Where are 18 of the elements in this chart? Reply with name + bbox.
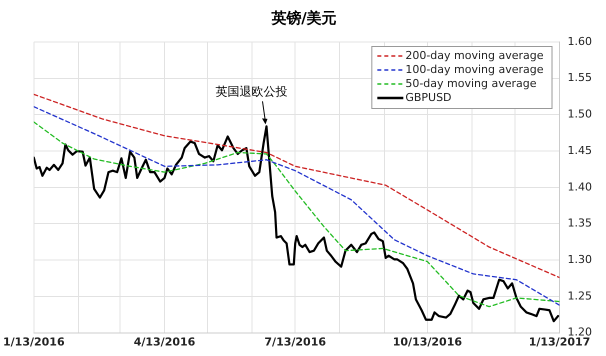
y-tick-label: 1.35 bbox=[568, 216, 592, 230]
y-tick-label: 1.50 bbox=[568, 108, 592, 121]
x-tick-label: 10/13/2016 bbox=[392, 335, 462, 348]
x-tick-label: 7/13/2016 bbox=[264, 335, 326, 348]
x-tick-label: 4/13/2016 bbox=[134, 335, 196, 348]
legend-label: 50-day moving average bbox=[405, 76, 537, 90]
legend-label: 100-day moving average bbox=[405, 62, 544, 76]
legend-label: 200-day moving average bbox=[405, 48, 544, 62]
chart-title: 英镑/美元 bbox=[270, 8, 337, 27]
annotation: 英国退欧公投 bbox=[215, 84, 288, 98]
y-tick-label: 1.45 bbox=[568, 144, 592, 157]
y-tick-label: 1.40 bbox=[568, 180, 592, 194]
y-tick-label: 1.30 bbox=[568, 252, 592, 266]
x-tick-label: 1/13/2016 bbox=[2, 335, 65, 348]
y-tick-label: 1.60 bbox=[568, 34, 592, 48]
legend-label: GBPUSD bbox=[405, 90, 452, 104]
y-tick-label: 1.55 bbox=[568, 71, 592, 84]
y-tick-label: 1.25 bbox=[568, 289, 592, 302]
